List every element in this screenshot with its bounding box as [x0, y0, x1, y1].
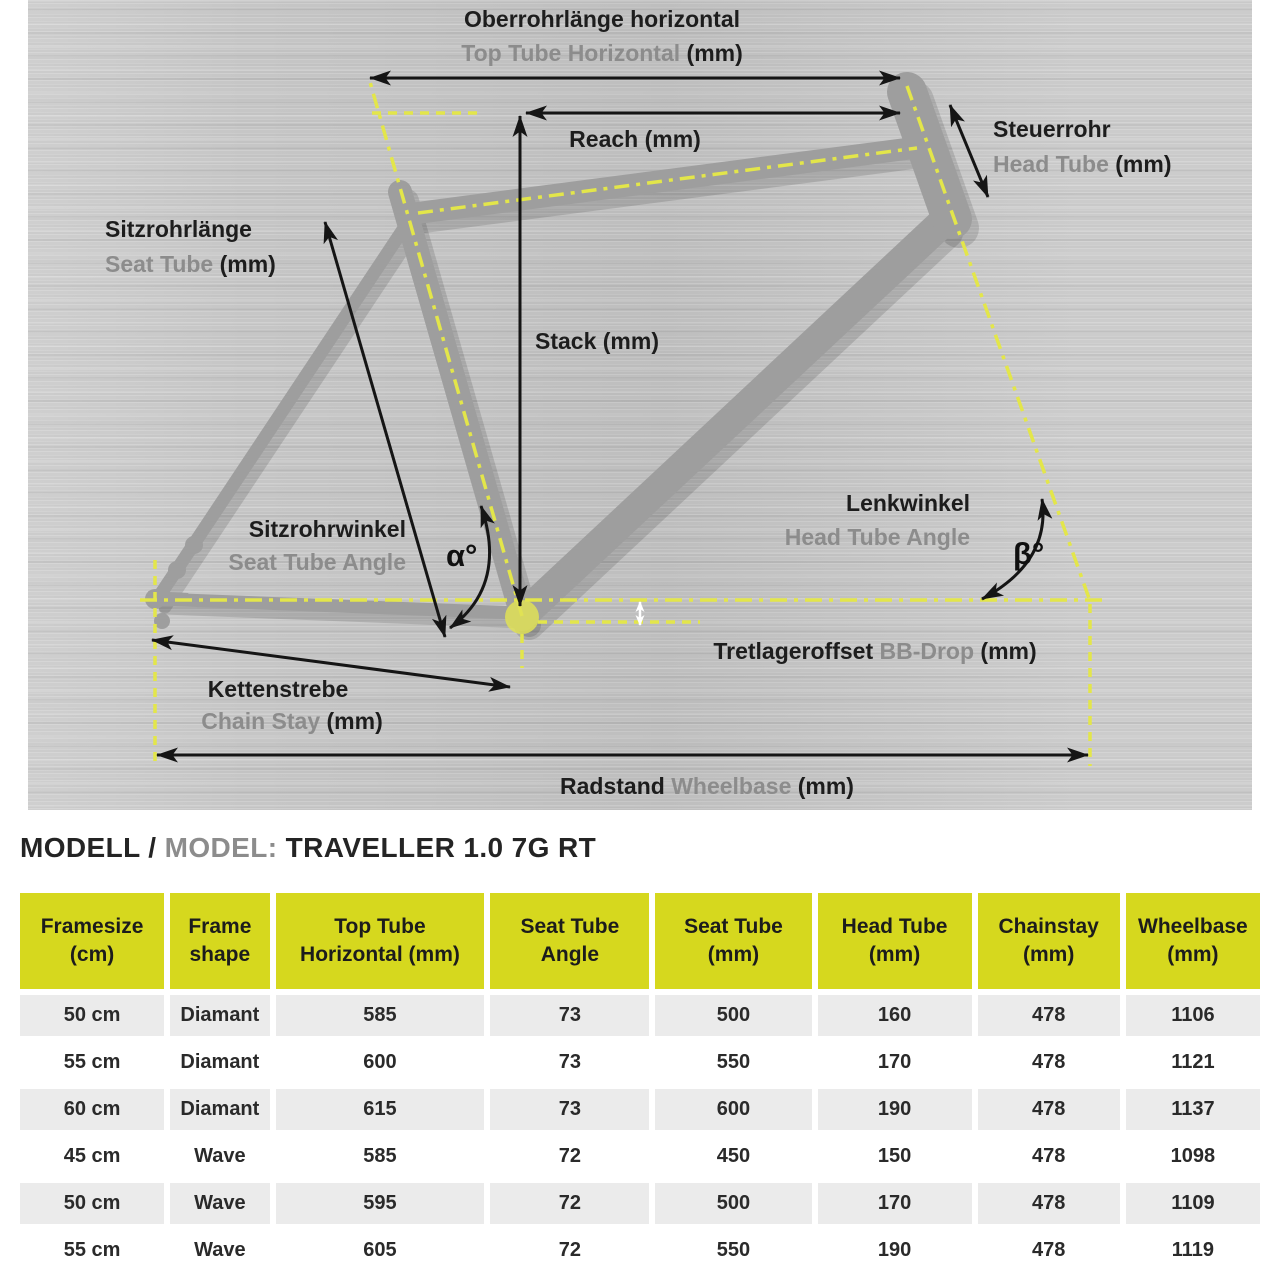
- table-cell: 478: [977, 995, 1120, 1036]
- model-title: MODELL / MODEL: TRAVELLER 1.0 7G RT: [20, 832, 596, 864]
- wheelbase-label: Radstand Wheelbase (mm): [560, 773, 854, 799]
- table-cell: 605: [275, 1230, 485, 1271]
- table-cell: 500: [655, 995, 812, 1036]
- table-cell: Wave: [170, 1136, 270, 1177]
- head-tube-angle-arc: [981, 498, 1053, 601]
- table-cell: 550: [655, 1230, 812, 1271]
- seat-tube-angle-label-en: Seat Tube Angle: [228, 549, 406, 575]
- table-cell: 478: [977, 1230, 1120, 1271]
- table-cell: Diamant: [170, 1089, 270, 1130]
- top-tube-label-en: Top Tube Horizontal (mm): [461, 40, 743, 66]
- table-cell: 500: [655, 1183, 812, 1224]
- table-cell: Diamant: [170, 1042, 270, 1083]
- head-tube-label-en: Head Tube (mm): [993, 151, 1172, 177]
- table-cell: 595: [275, 1183, 485, 1224]
- table-cell: 450: [655, 1136, 812, 1177]
- table-cell: 585: [275, 995, 485, 1036]
- bb-drop-label: Tretlageroffset BB-Drop (mm): [713, 638, 1037, 664]
- model-name: TRAVELLER 1.0 7G RT: [285, 832, 597, 863]
- table-cell: 160: [817, 995, 972, 1036]
- chain-stay-dimension-arrow: [151, 635, 511, 692]
- model-label-en: MODEL:: [164, 832, 278, 863]
- header-cell-head-tube: Head Tube (mm): [817, 893, 972, 989]
- table-cell: 45 cm: [20, 1136, 165, 1177]
- table-cell: 190: [817, 1089, 972, 1130]
- header-cell-chainstay: Chainstay (mm): [977, 893, 1120, 989]
- down-tube: [507, 209, 956, 631]
- top-tube-axis: [417, 146, 918, 215]
- table-cell: 550: [655, 1042, 812, 1083]
- alpha-symbol: α°: [446, 538, 478, 573]
- table-cell: 170: [817, 1042, 972, 1083]
- table-cell: 73: [490, 995, 650, 1036]
- table-cell: 1137: [1125, 1089, 1260, 1130]
- table-cell: 600: [275, 1042, 485, 1083]
- header-cell-top-tube: Top Tube Horizontal (mm): [275, 893, 485, 989]
- table-cell: 73: [490, 1089, 650, 1130]
- table-cell: 585: [275, 1136, 485, 1177]
- table-cell: Diamant: [170, 995, 270, 1036]
- head-tube-dimension-arrow: [948, 104, 990, 198]
- table-cell: Wave: [170, 1230, 270, 1271]
- dimension-arrows: [151, 70, 1089, 763]
- steering-axis: [905, 85, 1092, 602]
- header-cell-seat-tube: Seat Tube (mm): [655, 893, 812, 989]
- reach-label: Reach (mm): [569, 126, 701, 152]
- table-cell: 150: [817, 1136, 972, 1177]
- table-cell: 478: [977, 1089, 1120, 1130]
- table-cell: 600: [655, 1089, 812, 1130]
- seat-tube-angle-arc: [449, 505, 495, 630]
- table-cell: 55 cm: [20, 1230, 165, 1271]
- table-cell: 478: [977, 1042, 1120, 1083]
- table-cell: 1098: [1125, 1136, 1260, 1177]
- table-cell: 170: [817, 1183, 972, 1224]
- table-cell: 50 cm: [20, 1183, 165, 1224]
- seat-tube-angle-label-de: Sitzrohrwinkel: [248, 516, 406, 542]
- table-cell: 72: [490, 1136, 650, 1177]
- seat-tube-label-de: Sitzrohrlänge: [105, 216, 252, 242]
- top-tube-label-de: Oberrohrlänge horizontal: [463, 6, 741, 32]
- model-label-de: MODELL /: [20, 832, 157, 863]
- beta-symbol: β°: [1013, 536, 1045, 571]
- table-cell: 72: [490, 1230, 650, 1271]
- table-cell: 1119: [1125, 1230, 1260, 1271]
- table-cell: 72: [490, 1183, 650, 1224]
- bike-geometry-diagram: Oberrohrlänge horizontal Top Tube Horizo…: [28, 0, 1252, 810]
- table-cell: Wave: [170, 1183, 270, 1224]
- table-cell: 50 cm: [20, 995, 165, 1036]
- table-cell: 478: [977, 1183, 1120, 1224]
- head-tube-angle-label-de: Lenkwinkel: [846, 490, 970, 516]
- table-cell: 1109: [1125, 1183, 1260, 1224]
- head-tube: [887, 72, 972, 239]
- head-tube-angle-label-en: Head Tube Angle: [784, 524, 970, 550]
- head-tube-label-de: Steuerrohr: [993, 116, 1111, 142]
- header-cell-framesize: Framesize (cm): [20, 893, 165, 989]
- table-cell: 478: [977, 1136, 1120, 1177]
- seat-tube-label-en: Seat Tube (mm): [105, 251, 276, 277]
- header-cell-frame-shape: Frame shape: [170, 893, 270, 989]
- table-cell: 1106: [1125, 995, 1260, 1036]
- chain-stay-label-de: Kettenstrebe: [207, 676, 349, 702]
- bottom-bracket: [505, 600, 539, 634]
- table-cell: 190: [817, 1230, 972, 1271]
- seat-tube-dimension-arrow: [323, 221, 447, 638]
- frame-diagram-svg: [140, 70, 1104, 766]
- chain-stay-label-en: Chain Stay (mm): [201, 708, 383, 734]
- table-cell: 55 cm: [20, 1042, 165, 1083]
- table-cell: 1121: [1125, 1042, 1260, 1083]
- stack-label: Stack (mm): [535, 328, 659, 354]
- table-cell: 60 cm: [20, 1089, 165, 1130]
- table-cell: 73: [490, 1042, 650, 1083]
- table-cell: 615: [275, 1089, 485, 1130]
- header-cell-seat-tube-angle: Seat Tube Angle: [490, 893, 650, 989]
- header-cell-wheelbase: Wheelbase (mm): [1125, 893, 1260, 989]
- geometry-table: Framesize (cm) Frame shape Top Tube Horizon…: [20, 893, 1260, 1271]
